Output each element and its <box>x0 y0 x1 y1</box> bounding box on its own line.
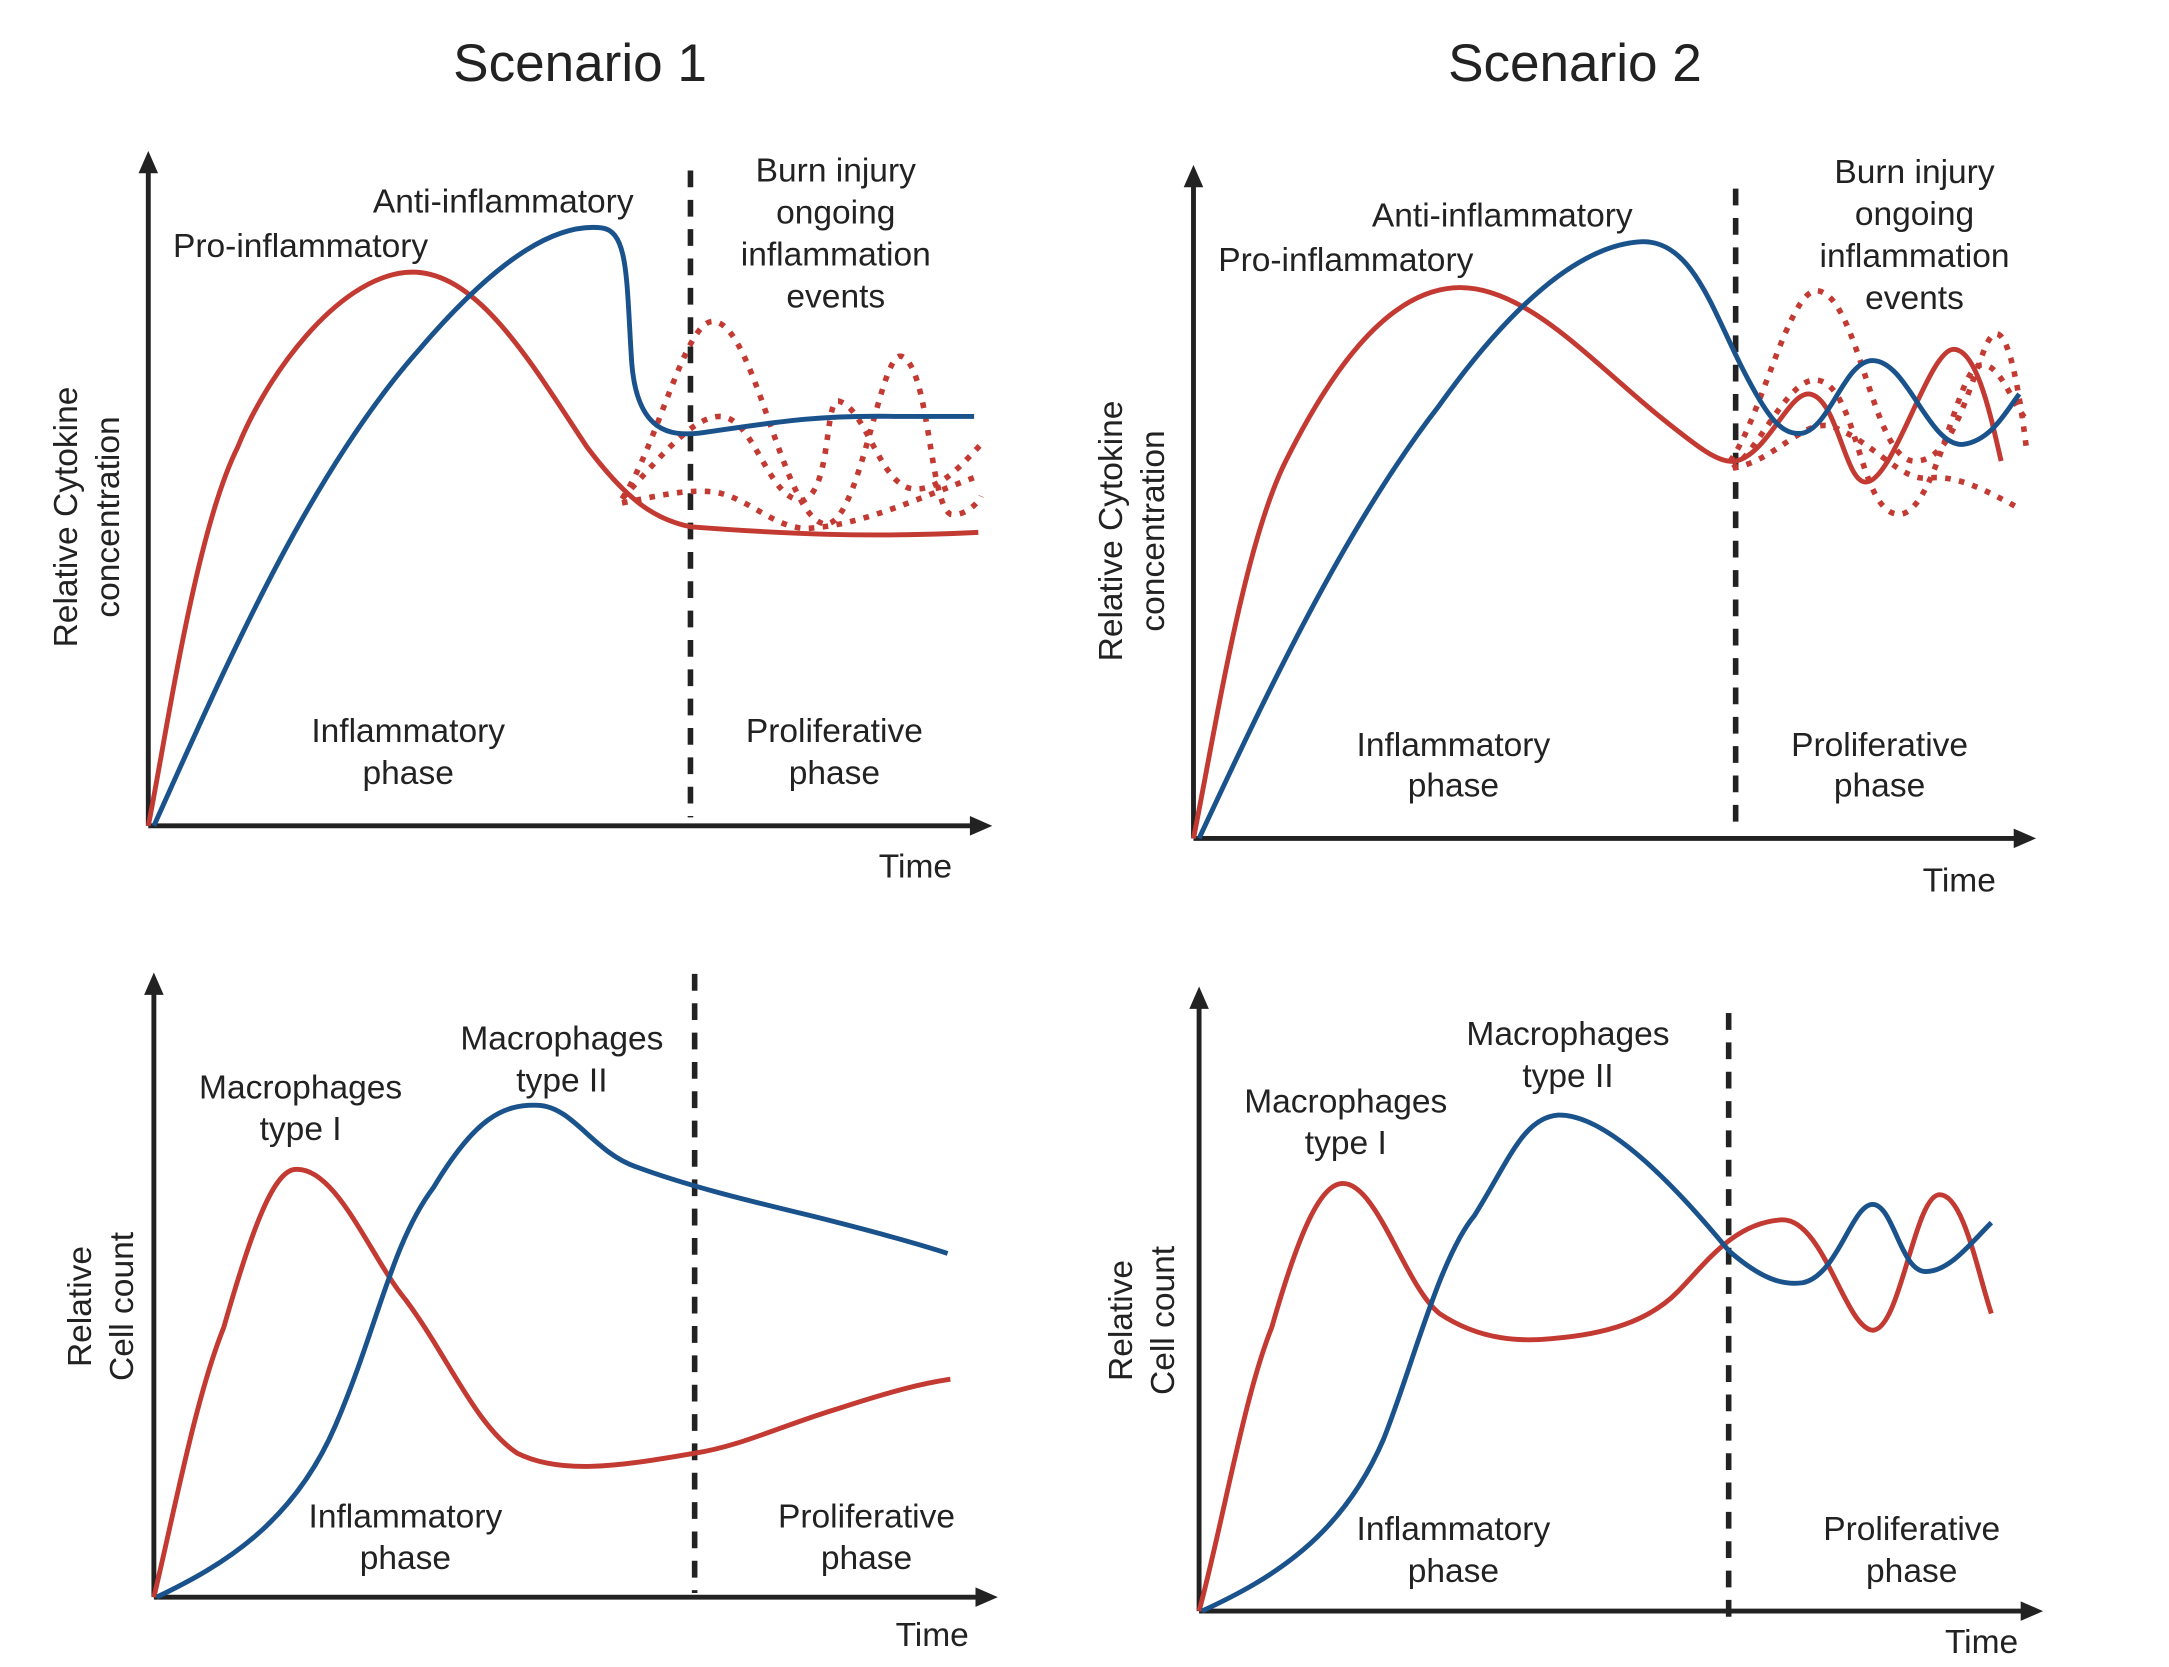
x-axis-label: Time <box>896 1617 969 1654</box>
macrophages-type-2-label: Macrophages <box>460 1020 663 1057</box>
y-axis-arrow-icon <box>144 972 164 995</box>
x-axis-arrow-icon <box>2013 828 2037 849</box>
phase-left-label: phase <box>1408 1553 1499 1590</box>
phase-right-label: Proliferative <box>746 713 923 750</box>
phase-left-label: phase <box>360 1540 451 1577</box>
x-axis-label: Time <box>879 849 952 886</box>
phase-right-label: phase <box>1834 767 1925 804</box>
anti-inflammatory-curve <box>1196 239 2022 840</box>
macrophages-type-1-label: Macrophages <box>1244 1083 1447 1120</box>
y-axis-label: Relative Cytokine <box>1093 401 1130 662</box>
phase-left-label: Inflammatory <box>1357 727 1551 764</box>
panel-scenario-2-cytokine: Pro-inflammatory Anti-inflammatory Burn … <box>1093 154 2037 899</box>
macrophages-type-1-label: type I <box>260 1111 342 1148</box>
pro-inflammatory-label: Pro-inflammatory <box>1218 242 1473 279</box>
event-label: ongoing <box>1855 196 1974 233</box>
macrophages-type-2-label: Macrophages <box>1466 1016 1669 1053</box>
y-axis-label: Relative <box>1103 1260 1140 1381</box>
x-axis-arrow-icon <box>969 816 993 836</box>
phase-right-label: Proliferative <box>1823 1511 2000 1548</box>
macrophages-type-2-label: type II <box>1522 1058 1613 1095</box>
y-axis-arrow-icon <box>138 150 159 174</box>
x-axis-label: Time <box>1945 1624 2018 1661</box>
scenario-1-title: Scenario 1 <box>453 34 707 93</box>
event-label: events <box>1865 280 1964 317</box>
panel-scenario-1-cells: Macrophages type I Macrophages type II I… <box>62 972 998 1654</box>
panel-scenario-2-cells: Macrophages type I Macrophages type II I… <box>1103 986 2044 1661</box>
y-axis-label: Relative <box>62 1246 99 1367</box>
x-axis-arrow-icon <box>2020 1601 2044 1621</box>
anti-inflammatory-label: Anti-inflammatory <box>373 183 634 220</box>
macrophages-type-1-curve <box>151 1167 951 1598</box>
phase-left-label: phase <box>363 755 454 792</box>
event-curve <box>621 472 983 531</box>
macrophages-type-2-curve <box>155 1102 949 1600</box>
pro-inflammatory-curve <box>145 269 979 827</box>
y-axis-label: concentration <box>90 416 127 617</box>
phase-right-label: Proliferative <box>778 1498 955 1535</box>
pro-inflammatory-label: Pro-inflammatory <box>173 228 428 265</box>
y-axis-arrow-icon <box>1189 986 1209 1009</box>
macrophages-type-1-curve <box>1196 1181 1994 1612</box>
phase-left-label: phase <box>1408 767 1499 804</box>
macrophages-type-1-label: type I <box>1305 1125 1387 1162</box>
phase-left-label: Inflammatory <box>1357 1511 1551 1548</box>
event-curve <box>1732 422 2024 513</box>
scenario-2-title: Scenario 2 <box>1448 34 1702 93</box>
y-axis-label: Cell count <box>104 1231 141 1381</box>
event-curve <box>619 318 984 527</box>
phase-right-label: phase <box>789 755 880 792</box>
event-label: Burn injury <box>756 153 916 190</box>
event-label: inflammation <box>1820 238 2010 275</box>
y-axis-label: concentration <box>1135 430 1172 631</box>
y-axis-arrow-icon <box>1183 164 1204 188</box>
x-axis-label: Time <box>1923 862 1996 899</box>
macrophages-type-2-curve <box>1200 1112 1994 1614</box>
event-label: Burn injury <box>1834 154 1994 191</box>
phase-right-label: phase <box>1866 1553 1957 1590</box>
panel-scenario-1-cytokine: Pro-inflammatory Anti-inflammatory Burn … <box>48 150 993 886</box>
phase-left-label: Inflammatory <box>309 1498 503 1535</box>
anti-inflammatory-curve <box>151 224 975 827</box>
pro-inflammatory-curve <box>1191 285 2004 839</box>
y-axis-label: Cell count <box>1145 1245 1182 1395</box>
macrophages-type-2-label: type II <box>516 1062 607 1099</box>
event-label: ongoing <box>776 195 895 232</box>
x-axis-arrow-icon <box>975 1587 998 1607</box>
phase-left-label: Inflammatory <box>311 713 505 750</box>
phase-right-label: Proliferative <box>1791 727 1968 764</box>
event-label: inflammation <box>741 236 931 273</box>
anti-inflammatory-label: Anti-inflammatory <box>1372 197 1633 234</box>
event-curve <box>1731 362 2029 518</box>
y-axis-label: Relative Cytokine <box>48 387 85 648</box>
event-label: events <box>786 278 885 315</box>
macrophages-type-1-label: Macrophages <box>199 1069 402 1106</box>
phase-right-label: phase <box>821 1540 912 1577</box>
